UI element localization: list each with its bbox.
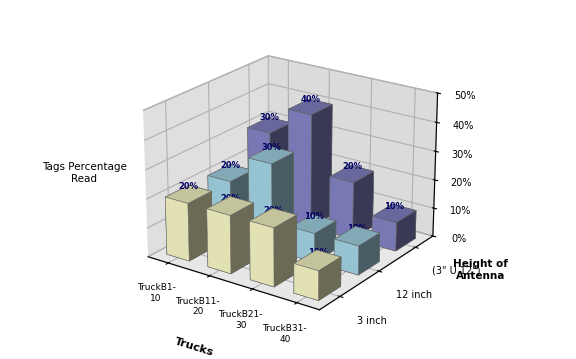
Text: Height of
Antenna: Height of Antenna: [453, 259, 507, 281]
Text: Tags Percentage
Read: Tags Percentage Read: [41, 162, 127, 184]
X-axis label: Trucks: Trucks: [173, 336, 215, 358]
